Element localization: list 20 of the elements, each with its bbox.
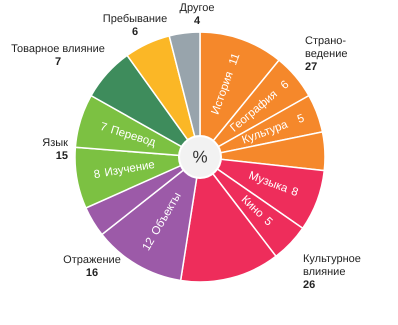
data-label: 6: [278, 78, 292, 92]
slice-label: Другое: [180, 2, 214, 14]
slice-label: Изучение: [104, 158, 156, 180]
data-label: 11: [227, 52, 242, 67]
data-label: 5: [262, 215, 274, 228]
text: Культурное влияние 26: [303, 253, 361, 291]
data-label: 7: [98, 120, 108, 134]
data-label: 4: [194, 15, 201, 27]
text: Язык 15: [42, 137, 68, 162]
text: %: [192, 148, 208, 166]
text: Страно- ведение 27: [305, 35, 348, 73]
data-label: 8: [93, 168, 102, 182]
data-label: 12: [140, 236, 158, 253]
data-label: 6: [132, 26, 138, 38]
data-label: 5: [296, 112, 306, 126]
data-label: 8: [289, 186, 300, 200]
text: Отражение 16: [63, 254, 121, 279]
slice-label: Пребывание: [102, 13, 168, 25]
slice-label: Товарное влияние: [11, 43, 105, 55]
data-label: 7: [54, 56, 62, 68]
